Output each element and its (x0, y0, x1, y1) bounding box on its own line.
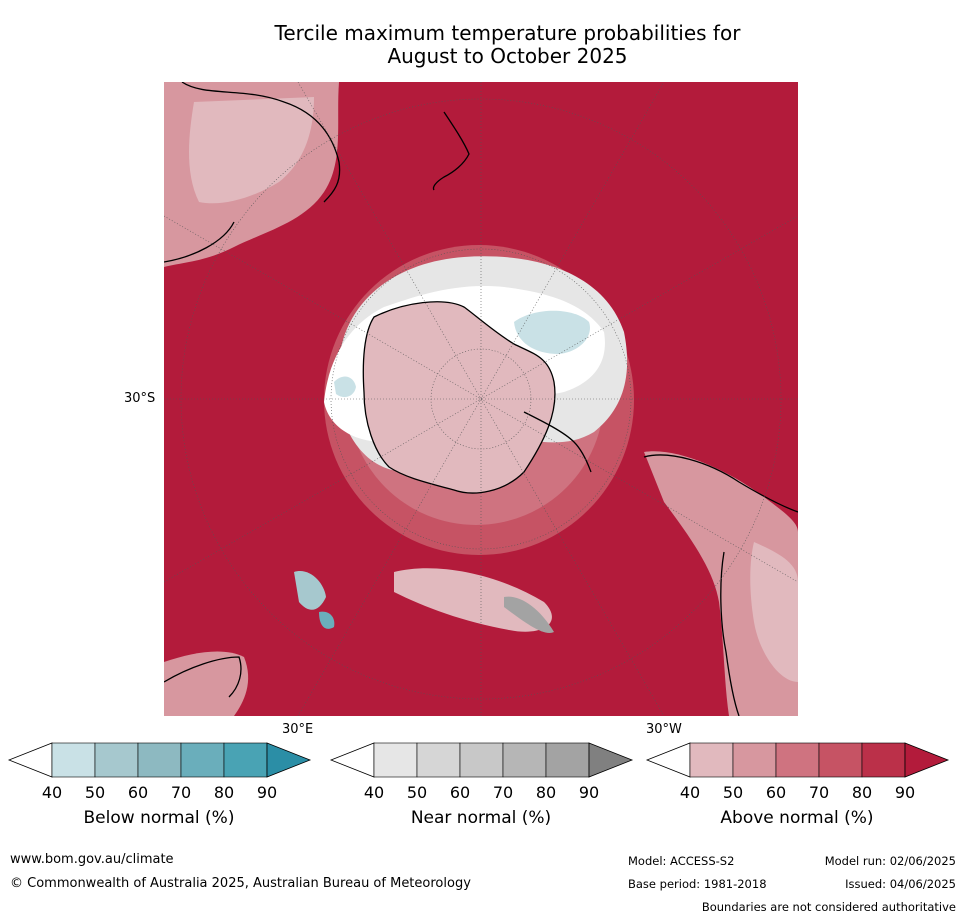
latitude-label-30s: 30°S (124, 391, 156, 406)
below-normal-southwest (294, 571, 326, 610)
footer-model: Model: ACCESS-S2 (628, 854, 735, 868)
colorbar-min-arrow (7, 742, 53, 778)
footer-disclaimer: Boundaries are not considered authoritat… (701, 900, 956, 914)
footer-url: www.bom.gov.au/climate (10, 852, 174, 867)
colorbar-segment (137, 742, 182, 778)
colorbar-segment (775, 742, 820, 778)
colorbar-segment (223, 742, 268, 778)
graticule-circle-3 (180, 98, 782, 700)
footer-issued: Issued: 04/06/2025 (845, 877, 956, 891)
new-zealand (432, 111, 470, 191)
map-title: Tercile maximum temperature probabilitie… (160, 22, 855, 68)
near-normal-band-south (394, 568, 552, 632)
africa-region (164, 651, 249, 716)
tick-label: 70 (808, 783, 830, 802)
tick-label: 90 (894, 783, 916, 802)
colorbar-above-normal-graphic (645, 742, 950, 778)
tick-label: 50 (84, 783, 106, 802)
footer-model-run: Model run: 02/06/2025 (824, 854, 956, 868)
colorbar-above-title: Above normal (%) (720, 808, 874, 828)
tick-label: 40 (41, 783, 63, 802)
footer-base-period: Base period: 1981-2018 (628, 877, 767, 891)
graticule (164, 82, 798, 716)
colorbar-max-arrow (266, 742, 312, 778)
tick-label: 70 (170, 783, 192, 802)
footer-copyright: © Commonwealth of Australia 2025, Austra… (10, 876, 471, 891)
colorbar-max-arrow (904, 742, 950, 778)
tick-label: 60 (765, 783, 787, 802)
colorbar-near-normal (329, 742, 634, 778)
colorbar-segment (459, 742, 504, 778)
below-normal-core (319, 611, 335, 629)
tick-label: 80 (851, 783, 873, 802)
near-normal-grey-south (504, 596, 554, 633)
africa-coast (164, 656, 242, 698)
below-normal-patch-east (514, 310, 590, 354)
colorbar-below-normal (7, 742, 312, 778)
tick-label: 40 (679, 783, 701, 802)
australia-interior (189, 97, 314, 204)
tick-label: 60 (127, 783, 149, 802)
colorbar-segment (180, 742, 225, 778)
colorbar-above-normal (645, 742, 950, 778)
tick-label: 80 (535, 783, 557, 802)
graticule-meridian-d4 (297, 82, 665, 716)
colorbar-segment (94, 742, 139, 778)
antarctica-continent (363, 301, 555, 493)
colorbar-near-title: Near normal (%) (410, 808, 552, 828)
colorbar-segment (818, 742, 863, 778)
colorbar-min-arrow (645, 742, 691, 778)
tick-label: 50 (722, 783, 744, 802)
colorbar-below-normal-graphic (7, 742, 312, 778)
colorbar-min-arrow (329, 742, 375, 778)
colorbar-segment (416, 742, 461, 778)
colorbar-segment (861, 742, 906, 778)
tick-label: 90 (256, 783, 278, 802)
title-line-2: August to October 2025 (387, 44, 628, 68)
colorbar-max-arrow (588, 742, 634, 778)
antarctica-coast (362, 301, 556, 494)
longitude-label-30w: 30°W (646, 722, 682, 737)
colorbar-near-normal-graphic (329, 742, 634, 778)
australia-coast (164, 82, 341, 263)
south-america-interior (750, 542, 798, 682)
tick-label: 40 (363, 783, 385, 802)
colorbar-segment (732, 742, 777, 778)
longitude-label-30e: 30°E (282, 722, 314, 737)
tercile-probability-map (164, 82, 798, 716)
colorbar-segment (373, 742, 418, 778)
tick-label: 80 (213, 783, 235, 802)
tick-label: 60 (449, 783, 471, 802)
colorbar-below-title: Below normal (%) (83, 808, 235, 828)
below-normal-patch-west (334, 376, 356, 398)
colorbar-segment (545, 742, 590, 778)
antarctic-peninsula (523, 411, 592, 473)
tick-label: 90 (578, 783, 600, 802)
colorbar-segment (502, 742, 547, 778)
title-line-1: Tercile maximum temperature probabilitie… (274, 21, 741, 45)
colorbar-segment (689, 742, 734, 778)
colorbar-segment (51, 742, 96, 778)
graticule-circle-2 (330, 248, 632, 550)
tick-label: 50 (406, 783, 428, 802)
tick-label: 70 (492, 783, 514, 802)
map-canvas (164, 82, 798, 716)
